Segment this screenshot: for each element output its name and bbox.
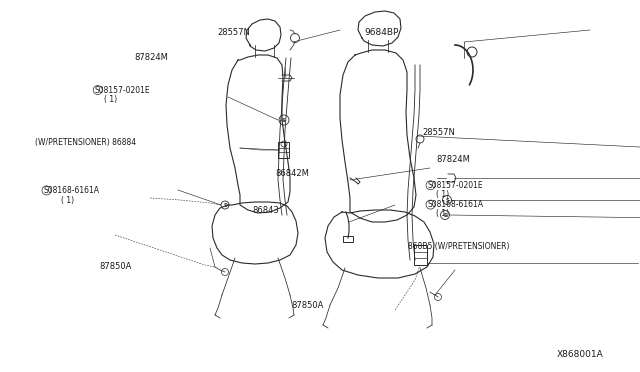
Text: S: S xyxy=(223,202,227,208)
Bar xyxy=(414,245,427,265)
Text: S08157-0201E: S08157-0201E xyxy=(95,86,150,94)
Text: S08168-6161A: S08168-6161A xyxy=(428,200,484,209)
Text: 87824M: 87824M xyxy=(134,53,168,62)
Text: 9684BP: 9684BP xyxy=(365,28,399,37)
Text: 868B5 (W/PRETENSIONER): 868B5 (W/PRETENSIONER) xyxy=(408,242,510,251)
Text: X868001A: X868001A xyxy=(557,350,604,359)
Text: S: S xyxy=(445,198,449,202)
Text: 86842M: 86842M xyxy=(275,169,309,178)
Text: (W/PRETENSIONER) 86884: (W/PRETENSIONER) 86884 xyxy=(35,138,136,147)
Text: ( 1): ( 1) xyxy=(436,209,450,218)
Text: 87824M: 87824M xyxy=(436,155,470,164)
Text: 87850A: 87850A xyxy=(99,262,132,271)
Text: ( 1): ( 1) xyxy=(104,95,117,104)
Text: 86843: 86843 xyxy=(253,206,280,215)
Text: S08168-6161A: S08168-6161A xyxy=(44,186,100,195)
Text: ( 1): ( 1) xyxy=(436,190,450,199)
Text: S: S xyxy=(444,212,447,218)
Text: S08157-0201E: S08157-0201E xyxy=(428,181,483,190)
Text: 28557N: 28557N xyxy=(422,128,455,137)
Text: 28557N: 28557N xyxy=(218,28,250,37)
Bar xyxy=(278,142,289,158)
Bar xyxy=(343,236,353,242)
Text: S: S xyxy=(282,118,286,122)
Text: 87850A: 87850A xyxy=(291,301,324,310)
Text: ( 1): ( 1) xyxy=(61,196,74,205)
